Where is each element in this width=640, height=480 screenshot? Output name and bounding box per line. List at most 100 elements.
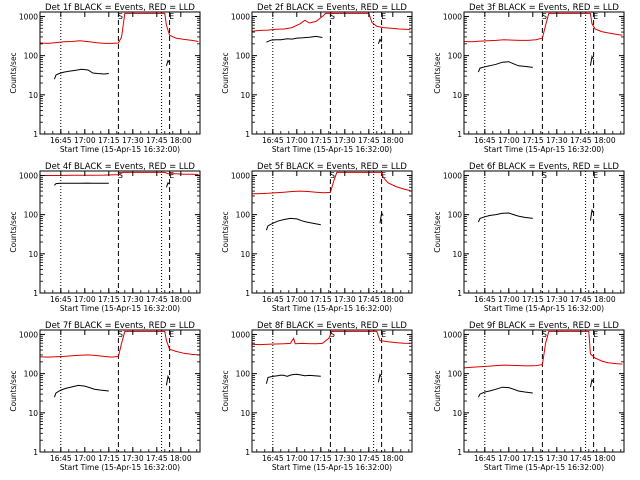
x-tick-label: 17:45 [146,295,168,304]
x-tick-label: 17:30 [122,136,144,145]
x-axis-label: Start Time (15-Apr-15 16:32:00) [484,304,604,313]
x-tick-label: 17:15 [522,136,544,145]
x-tick-label: 16:45 [50,454,72,463]
x-tick-label: 18:00 [382,295,404,304]
x-axis-label: Start Time (15-Apr-15 16:32:00) [272,145,392,154]
y-axis-label: Counts/sec [9,52,18,93]
y-tick-label: 10 [452,91,462,100]
y-tick-label: 1000 [443,330,462,339]
panel-title: Det 9f BLACK = Events, RED = LLD [469,321,619,331]
y-tick-label: 10 [28,91,38,100]
interval-marker-label: E [593,330,598,339]
events-series-line [477,378,595,398]
plot-frame [39,170,201,294]
y-tick-label: 100 [236,370,251,379]
x-tick-label: 17:30 [546,295,568,304]
y-tick-label: 10 [240,91,250,100]
y-tick-label: 10 [452,409,462,418]
x-tick-label: 17:00 [74,454,96,463]
lld-series-line [40,12,199,44]
y-tick-label: 100 [448,211,463,220]
interval-marker-label: E [169,12,174,21]
events-series-line [53,59,171,80]
y-tick-label: 1 [457,448,462,457]
y-axis-label: Counts/sec [221,211,230,252]
lld-series-line [252,12,411,32]
lld-series-line [252,330,411,346]
interval-marker-label: E [593,171,598,180]
x-tick-label: 17:30 [546,136,568,145]
interval-marker-label: S [330,330,335,339]
x-tick-label: 18:00 [170,454,192,463]
x-tick-label: 18:00 [170,295,192,304]
x-tick-label: 17:00 [286,136,308,145]
x-tick-label: 18:00 [594,136,616,145]
lld-series-line [40,330,199,358]
plot-frame [463,329,625,453]
x-axis-label: Start Time (15-Apr-15 16:32:00) [484,463,604,472]
x-tick-label: 17:15 [522,454,544,463]
interval-marker-label: S [330,171,335,180]
y-tick-label: 1000 [231,171,250,180]
x-tick-label: 17:45 [570,295,592,304]
x-tick-label: 17:45 [146,454,168,463]
x-tick-label: 16:45 [262,454,284,463]
panel-title: Det 8f BLACK = Events, RED = LLD [257,321,407,331]
x-tick-label: 18:00 [382,136,404,145]
x-tick-label: 17:45 [570,454,592,463]
x-tick-label: 17:30 [334,136,356,145]
x-tick-label: 18:00 [594,295,616,304]
x-tick-label: 16:45 [474,295,496,304]
panel-title: Det 6f BLACK = Events, RED = LLD [469,162,619,172]
x-tick-label: 17:45 [358,136,380,145]
y-tick-label: 100 [236,52,251,61]
events-series-line [54,181,170,188]
plot-frame [251,329,413,453]
x-tick-label: 18:00 [594,454,616,463]
interval-marker-label: E [381,12,386,21]
y-tick-label: 1 [33,448,38,457]
x-tick-label: 17:45 [358,454,380,463]
x-tick-label: 17:15 [310,136,332,145]
y-tick-label: 1000 [231,330,250,339]
x-tick-label: 17:45 [358,295,380,304]
y-axis-label: Counts/sec [433,370,442,411]
x-tick-label: 17:45 [570,136,592,145]
plot-frame [39,329,201,453]
x-tick-label: 16:45 [474,136,496,145]
y-tick-label: 1 [457,289,462,298]
interval-marker-label: S [542,12,547,21]
events-series-line [265,373,383,384]
x-tick-label: 17:15 [98,295,120,304]
y-tick-label: 10 [452,250,462,259]
events-series-line [477,55,595,73]
y-axis-label: Counts/sec [433,211,442,252]
interval-marker-label: S [542,171,547,180]
x-tick-label: 17:00 [286,295,308,304]
x-tick-label: 17:30 [122,454,144,463]
x-tick-label: 16:45 [50,295,72,304]
y-tick-label: 10 [28,250,38,259]
lld-series-line [464,330,623,369]
panel-title: Det 4f BLACK = Events, RED = LLD [45,162,195,172]
events-series-line [53,374,171,398]
x-tick-label: 17:30 [334,295,356,304]
y-tick-label: 1000 [19,12,38,21]
y-tick-label: 100 [448,370,463,379]
x-tick-label: 17:30 [334,454,356,463]
x-tick-label: 17:30 [546,454,568,463]
y-axis-label: Counts/sec [221,370,230,411]
y-tick-label: 1000 [19,171,38,180]
plot-frame [463,170,625,294]
events-series-line [477,208,595,223]
plot-frame [39,11,201,135]
y-tick-label: 100 [24,370,39,379]
interval-marker-label: E [593,12,598,21]
x-tick-label: 16:45 [262,295,284,304]
interval-marker-label: S [542,330,547,339]
